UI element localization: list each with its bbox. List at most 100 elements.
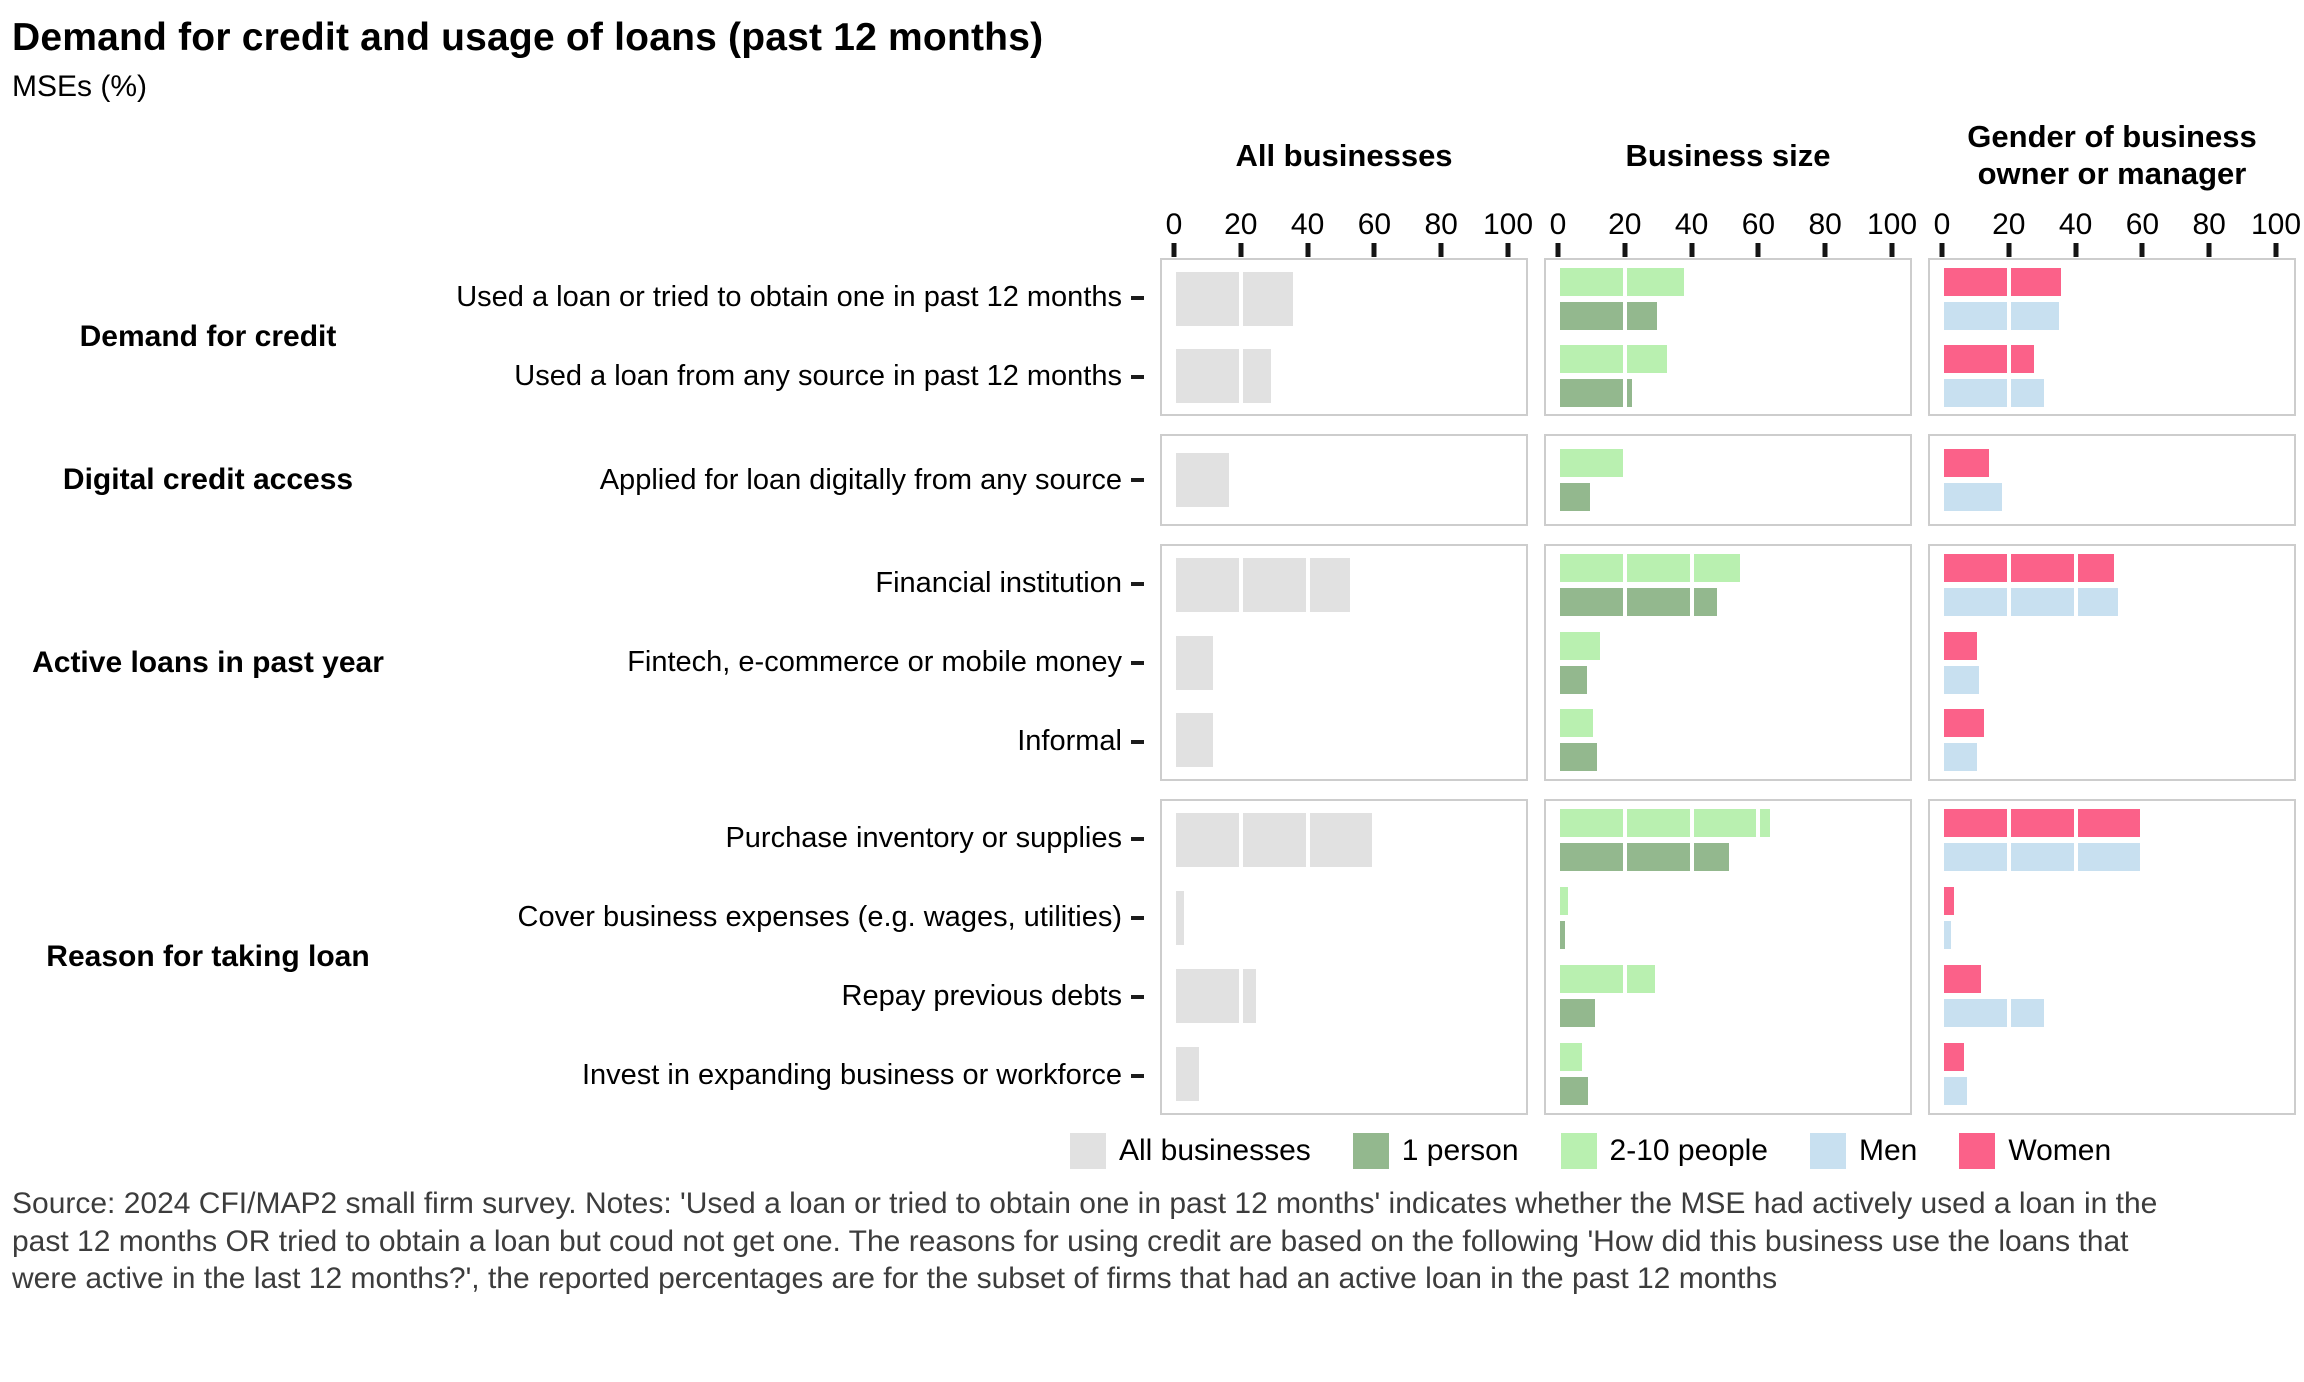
legend-label: 2-10 people [1609, 1134, 1768, 1167]
panel-gridline [1372, 546, 1377, 779]
legend-swatch [1959, 1133, 1996, 1169]
row-axis-tick [1131, 660, 1144, 665]
row-labels: Purchase inventory or supplies Cover busi… [424, 799, 1144, 1115]
row-label: Used a loan from any source in past 12 m… [424, 337, 1144, 416]
row-label-text: Repay previous debts [841, 980, 1123, 1012]
bar [1560, 553, 1741, 582]
axis-tick-label: 80 [1808, 208, 1842, 241]
header-spacer-group [8, 104, 408, 208]
axis-tick-mark [2206, 243, 2212, 257]
axis-tick-label: 20 [1608, 208, 1642, 241]
panel-row [1162, 801, 1526, 879]
axis-tick-mark [1238, 243, 1244, 257]
row-axis-tick [1131, 295, 1144, 300]
axis-tick-label: 0 [1933, 208, 1951, 241]
axis-tick-mark [1438, 243, 1444, 257]
row-axis-tick [1131, 374, 1144, 379]
panel-row [1162, 337, 1526, 414]
legend-entry: 1 person [1352, 1133, 1519, 1169]
facet-1: Digital credit access Applied for loan di… [0, 434, 2304, 526]
bar [1560, 1077, 1589, 1105]
panel-gridline [2006, 546, 2011, 779]
panel-gridline [1689, 260, 1694, 414]
axis-tick-mark [1622, 243, 1628, 257]
bar [1944, 553, 2115, 582]
axis-tick-mark [1371, 243, 1377, 257]
panel-gridline [1823, 546, 1828, 779]
bar [1944, 1043, 1965, 1071]
row-label-text: Used a loan or tried to obtain one in pa… [456, 281, 1122, 313]
legend-swatch [1560, 1133, 1597, 1169]
panel-gridline [2006, 260, 2011, 414]
row-label: Fintech, e-commerce or mobile money [424, 623, 1144, 702]
panel-row [1162, 1035, 1526, 1113]
panel-gridline [1238, 260, 1243, 414]
bar [1944, 843, 2145, 871]
axis-tick-label: 20 [1992, 208, 2026, 241]
bar [1560, 631, 1601, 660]
legend-swatch [1070, 1133, 1106, 1169]
panel-gridline [1439, 801, 1444, 1113]
axis-tick-label: 0 [1549, 208, 1567, 241]
panel-row [1930, 436, 2294, 524]
axis-tick-label: 100 [1866, 208, 1918, 241]
row-axis-tick [1131, 739, 1144, 744]
axis-spacer-labels [424, 208, 1144, 258]
axis-cell: 0 20 40 60 80 100 [1160, 208, 1533, 258]
axis-tick-mark [1755, 243, 1761, 257]
page-title: Demand for credit and usage of loans (pa… [12, 16, 1044, 59]
group-label: Reason for taking loan [46, 940, 370, 973]
row-labels: Applied for loan digitally from any sour… [424, 434, 1144, 526]
row-axis-tick [1131, 994, 1144, 999]
bar [1176, 557, 1350, 612]
panel-gridline [2006, 801, 2011, 1113]
bar [1176, 453, 1230, 507]
axis-tick-label: 60 [2125, 208, 2160, 241]
panel-gridline [2140, 801, 2145, 1113]
panel-row [1930, 701, 2294, 779]
panel-gridline [1622, 801, 1627, 1113]
panel-row [1930, 957, 2294, 1035]
bar [1560, 843, 1729, 871]
panel-1-group-3 [1544, 799, 1912, 1115]
legend-swatch [1352, 1133, 1389, 1169]
panel-row [1546, 337, 1910, 414]
axis-tick-mark [1939, 243, 1945, 257]
row-label-text: Applied for loan digitally from any sour… [599, 463, 1122, 496]
axis-tick-label: 0 [1165, 208, 1183, 241]
panel-gridline [1305, 546, 1310, 779]
bar [1944, 449, 1990, 477]
panel-1-group-0 [1544, 258, 1912, 416]
panel-gridline [2140, 546, 2145, 779]
panel-gridline [2207, 546, 2212, 779]
panel-gridline [1372, 801, 1377, 1113]
panel-gridline [1689, 801, 1694, 1113]
axis-row: 0 20 40 60 80 100 0 20 40 60 80 100 0 20 40 60 80 100 [0, 208, 2304, 258]
panel-row [1930, 260, 2294, 337]
bar [1944, 631, 1978, 660]
panel-gridline [1756, 260, 1761, 414]
panel-row [1546, 624, 1910, 702]
legend-entry: Men [1809, 1133, 1917, 1169]
row-label-text: Used a loan from any source in past 12 m… [514, 360, 1122, 392]
panel-gridline [2207, 801, 2212, 1113]
panel-gridline [2140, 260, 2145, 414]
panel-gridline [1372, 436, 1377, 524]
panel-2-group-1 [1928, 434, 2296, 526]
panel-row [1162, 436, 1526, 524]
row-label-text: Informal [1017, 725, 1122, 757]
panel-gridline [1689, 436, 1694, 524]
row-label: Cover business expenses (e.g. wages, uti… [424, 878, 1144, 957]
group-label: Demand for credit [79, 320, 337, 353]
panel-headers: All businesses Business size Gender of bus… [0, 104, 2304, 208]
panel-gridline [1439, 546, 1444, 779]
bar [1560, 999, 1596, 1027]
legend-label: All businesses [1119, 1134, 1311, 1167]
panel-gridline [1305, 436, 1310, 524]
panel-0-group-1 [1160, 434, 1528, 526]
bar [1560, 378, 1632, 407]
row-label: Financial institution [424, 544, 1144, 623]
panel-gridline [1238, 801, 1243, 1113]
axis-tick-label: 100 [1482, 208, 1534, 241]
panel-gridline [2207, 260, 2212, 414]
